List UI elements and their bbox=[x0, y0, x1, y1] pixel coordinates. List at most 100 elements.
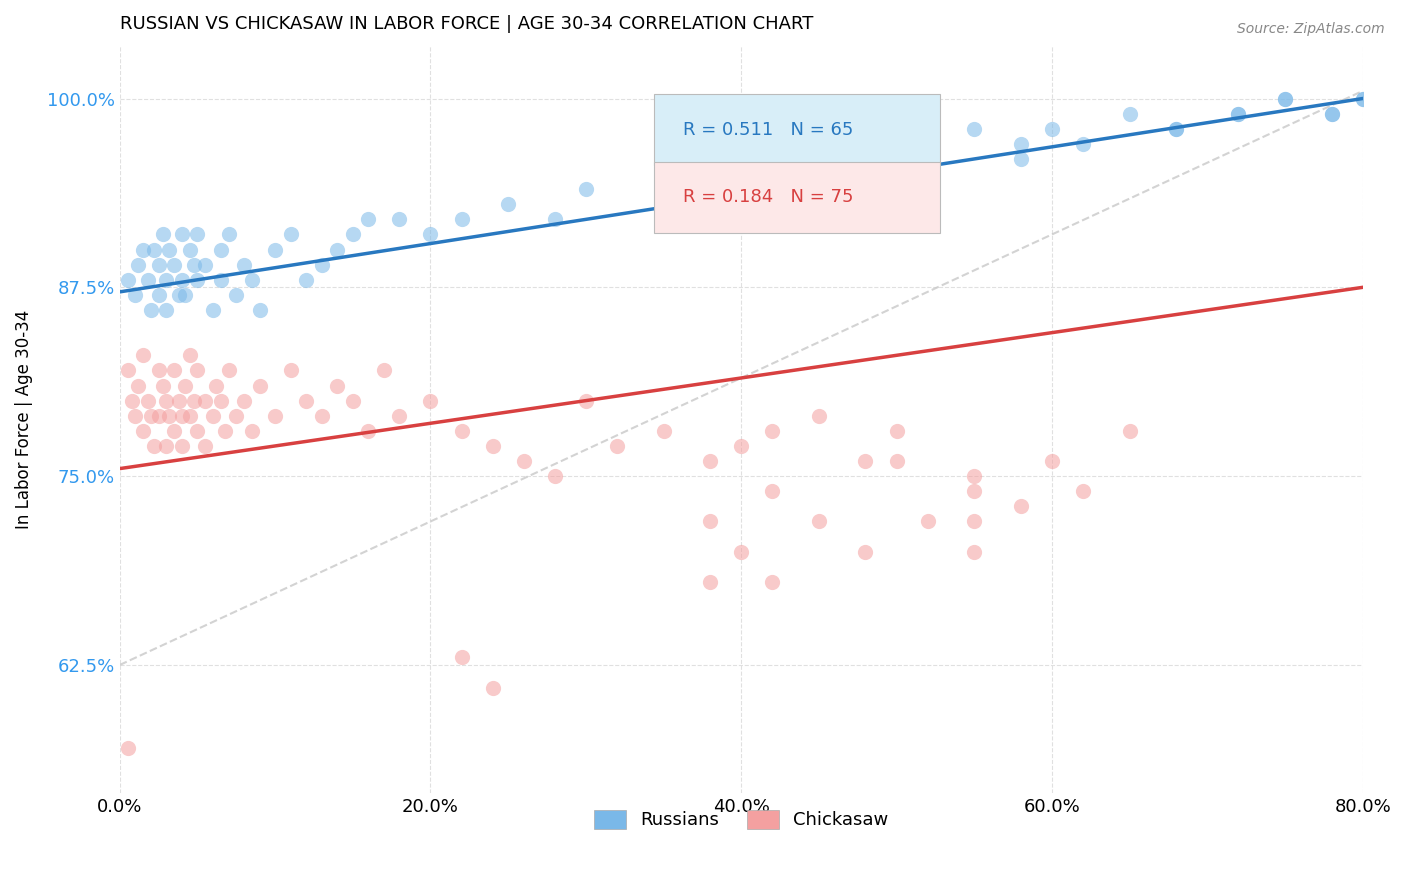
Point bbox=[699, 454, 721, 468]
Point bbox=[761, 424, 783, 438]
FancyBboxPatch shape bbox=[654, 95, 941, 165]
Point bbox=[730, 544, 752, 558]
Point bbox=[295, 393, 318, 408]
Point bbox=[159, 409, 181, 423]
Point bbox=[186, 363, 208, 377]
Point bbox=[124, 288, 146, 302]
Point bbox=[170, 409, 193, 423]
Point bbox=[481, 439, 503, 453]
Point bbox=[155, 303, 177, 318]
Point bbox=[264, 409, 287, 423]
Point bbox=[326, 243, 349, 257]
Point bbox=[450, 212, 472, 227]
Point bbox=[1118, 424, 1140, 438]
Text: R = 0.184   N = 75: R = 0.184 N = 75 bbox=[683, 188, 853, 206]
Point bbox=[142, 243, 165, 257]
Point bbox=[1010, 500, 1032, 514]
Point bbox=[174, 288, 197, 302]
Point bbox=[179, 409, 201, 423]
Point bbox=[155, 439, 177, 453]
Point bbox=[124, 409, 146, 423]
Point bbox=[155, 273, 177, 287]
Point bbox=[388, 409, 411, 423]
Point bbox=[240, 273, 263, 287]
Point bbox=[807, 515, 830, 529]
Point bbox=[652, 167, 675, 181]
Point bbox=[117, 363, 139, 377]
Point bbox=[761, 574, 783, 589]
Point bbox=[342, 393, 364, 408]
Legend: Russians, Chickasaw: Russians, Chickasaw bbox=[586, 803, 896, 837]
Point bbox=[209, 243, 232, 257]
Point bbox=[575, 393, 598, 408]
Point bbox=[163, 424, 186, 438]
Point bbox=[205, 378, 228, 392]
Point bbox=[148, 409, 170, 423]
Point bbox=[963, 515, 986, 529]
Point bbox=[148, 363, 170, 377]
Point bbox=[233, 393, 256, 408]
Point bbox=[233, 258, 256, 272]
Point bbox=[699, 574, 721, 589]
Point bbox=[117, 273, 139, 287]
Point bbox=[179, 243, 201, 257]
Point bbox=[1010, 136, 1032, 151]
Point bbox=[170, 439, 193, 453]
Point bbox=[1227, 106, 1250, 120]
Point bbox=[1040, 121, 1063, 136]
Point bbox=[174, 378, 197, 392]
Point bbox=[148, 258, 170, 272]
Point bbox=[179, 348, 201, 362]
Point bbox=[575, 182, 598, 196]
Point bbox=[139, 303, 162, 318]
Point bbox=[807, 152, 830, 166]
Point bbox=[127, 378, 149, 392]
Point bbox=[159, 243, 181, 257]
Point bbox=[167, 393, 190, 408]
Point bbox=[730, 439, 752, 453]
Point bbox=[1071, 136, 1094, 151]
Point bbox=[357, 424, 380, 438]
Point bbox=[450, 650, 472, 665]
Point bbox=[1351, 91, 1374, 105]
Point bbox=[209, 393, 232, 408]
Point bbox=[183, 393, 205, 408]
FancyBboxPatch shape bbox=[654, 161, 941, 233]
Point bbox=[186, 424, 208, 438]
Point bbox=[652, 424, 675, 438]
Point bbox=[1274, 91, 1296, 105]
Text: Source: ZipAtlas.com: Source: ZipAtlas.com bbox=[1237, 22, 1385, 37]
Point bbox=[163, 258, 186, 272]
Point bbox=[249, 378, 271, 392]
Point bbox=[186, 273, 208, 287]
Point bbox=[1071, 484, 1094, 499]
Point bbox=[886, 454, 908, 468]
Point bbox=[342, 227, 364, 242]
Point bbox=[1010, 152, 1032, 166]
Point bbox=[761, 484, 783, 499]
Point bbox=[132, 348, 155, 362]
Point bbox=[152, 227, 174, 242]
Point bbox=[917, 515, 939, 529]
Y-axis label: In Labor Force | Age 30-34: In Labor Force | Age 30-34 bbox=[15, 310, 32, 529]
Point bbox=[807, 409, 830, 423]
Point bbox=[132, 424, 155, 438]
Point bbox=[183, 258, 205, 272]
Point bbox=[240, 424, 263, 438]
Point bbox=[1118, 106, 1140, 120]
Point bbox=[512, 454, 534, 468]
Text: R = 0.511   N = 65: R = 0.511 N = 65 bbox=[683, 120, 853, 139]
Point bbox=[148, 288, 170, 302]
Point bbox=[388, 212, 411, 227]
Point bbox=[170, 227, 193, 242]
Point bbox=[761, 152, 783, 166]
Point bbox=[170, 273, 193, 287]
Point bbox=[152, 378, 174, 392]
Point bbox=[225, 288, 247, 302]
Point bbox=[963, 484, 986, 499]
Point bbox=[606, 439, 628, 453]
Point bbox=[136, 273, 159, 287]
Point bbox=[311, 258, 333, 272]
Point bbox=[855, 544, 877, 558]
Point bbox=[1320, 106, 1343, 120]
